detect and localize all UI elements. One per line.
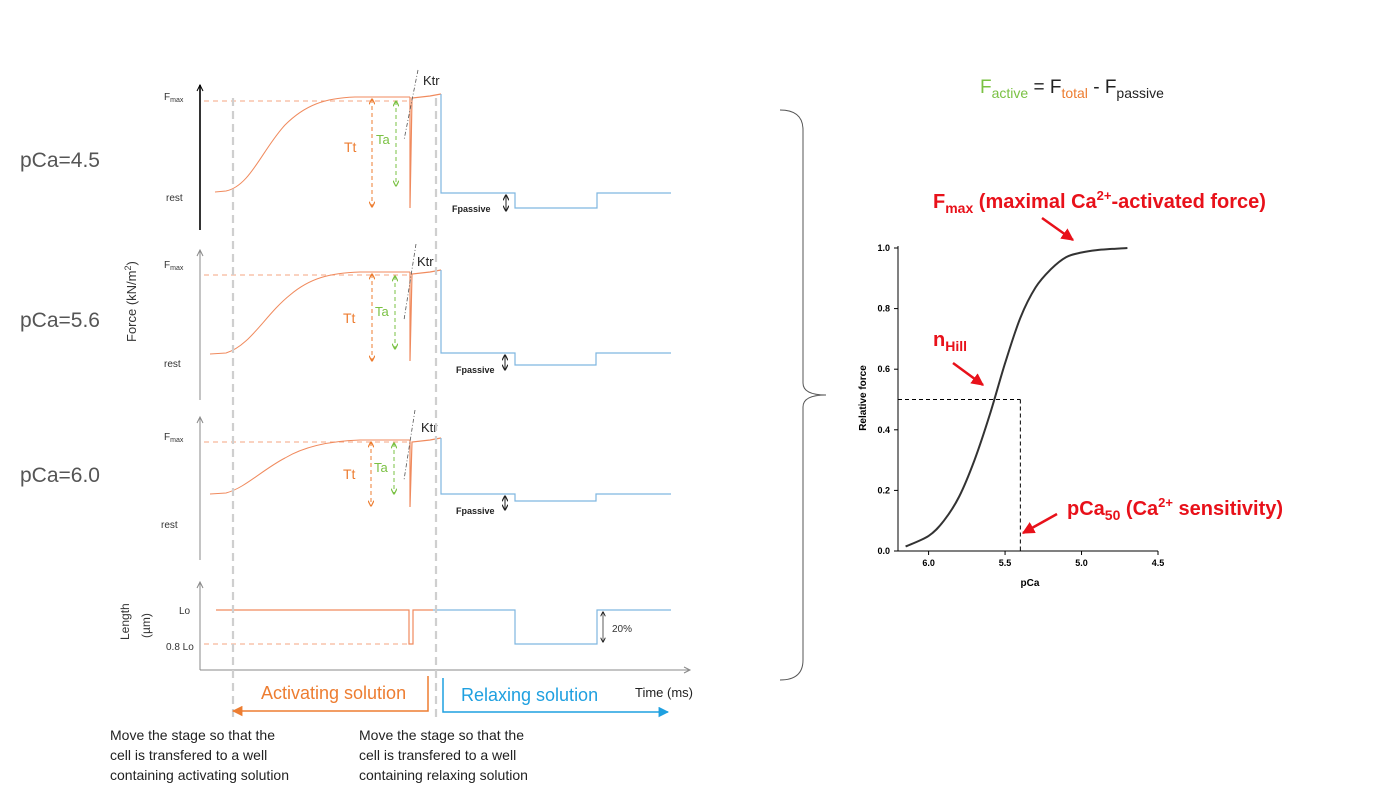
note-relaxing-line: containing relaxing solution (359, 767, 528, 783)
x-tick-label: 5.5 (999, 558, 1012, 568)
panel3-ktr-label: Ktr (421, 420, 438, 435)
panel2-ktr-line (403, 243, 417, 321)
panel2-relax-trace (440, 270, 671, 366)
panel2-force-rise (209, 271, 410, 355)
length-08lo-label: 0.8 Lo (166, 642, 194, 653)
note-activating-line: containing activating solution (110, 767, 290, 783)
y-tick-label: 0.2 (877, 485, 890, 495)
x-tick-label: 6.0 (922, 558, 935, 568)
panel1-ta-label: Ta (376, 132, 391, 147)
y-tick-label: 0.8 (877, 304, 890, 314)
pca-label-1: pCa=4.5 (20, 149, 100, 172)
panel3-ktr-line (403, 409, 416, 481)
force-axis-label: Force (kN/m2) (123, 261, 139, 342)
panel2-ktr-dip (409, 269, 442, 362)
fmax-annotation: Fmax (maximal Ca2+-activated force) (933, 188, 1266, 216)
relaxing-label: Relaxing solution (461, 685, 598, 705)
panel1-force-rise (214, 96, 410, 193)
pca-force-chart: 0.0 0.2 0.4 0.6 0.8 1.0 6.0 5.5 5.0 4.5 pCa Rela… (858, 243, 1164, 589)
panel3-ktr-dip (409, 437, 442, 508)
y-tick-label: 0.4 (877, 425, 890, 435)
length-axis-label-1: Length (118, 603, 132, 640)
panel1-tt-label: Tt (344, 139, 357, 155)
panel2-ktr-label: Ktr (417, 254, 434, 269)
force-panel-2: Fmax rest Ktr Tt Ta Fpassive (164, 243, 671, 400)
pca-label-2: pCa=5.6 (20, 309, 100, 332)
length-axis-label-2: (µm) (139, 613, 153, 638)
y-tick-label: 0.6 (877, 364, 890, 374)
note-activating: Move the stage so that the cell is trans… (110, 725, 322, 785)
panel1-fmax-label: Fmax (164, 92, 184, 104)
panel2-rest-label: rest (164, 359, 181, 370)
relaxing-arrow (442, 678, 670, 718)
note-relaxing-line: cell is transfered to a well (359, 747, 517, 763)
panel2-fpassive-label: Fpassive (456, 365, 495, 375)
length-panel: Length (µm) Lo 0.8 Lo 20% Time (ms) (118, 580, 693, 700)
panel2-ta-label: Ta (375, 304, 390, 319)
panel3-fmax-label: Fmax (164, 432, 184, 444)
panel1-fpassive-label: Fpassive (452, 204, 491, 214)
fmax-annotation-arrow (1041, 216, 1075, 242)
nhill-annotation-arrow (952, 361, 985, 387)
pca-label-3: pCa=6.0 (20, 464, 100, 487)
panel3-relax-trace (440, 438, 671, 502)
panel3-tt-label: Tt (343, 466, 356, 482)
activating-label: Activating solution (261, 683, 406, 703)
note-relaxing: Move the stage so that the cell is trans… (359, 725, 555, 785)
panel1-ktr-label: Ktr (423, 73, 440, 88)
y-tick-label: 1.0 (877, 243, 890, 253)
length-lo-label: Lo (179, 606, 191, 617)
panel3-ta-label: Ta (374, 460, 389, 475)
curly-brace (779, 109, 827, 681)
nhill-annotation: nHill (933, 329, 967, 354)
pca50-annotation: pCa50 (Ca2+ sensitivity) (1067, 495, 1283, 523)
panel3-force-rise (209, 439, 410, 495)
panel3-rest-label: rest (161, 520, 178, 531)
note-activating-line: Move the stage so that the (110, 727, 275, 743)
chart-xlabel: pCa (1021, 578, 1040, 589)
dose-response-curve (905, 247, 1128, 548)
x-tick-label: 5.0 (1075, 558, 1088, 568)
y-tick-label: 0.0 (877, 546, 890, 556)
force-panel-3: Fmax rest Ktr Tt Ta Fpassive (161, 409, 671, 560)
note-relaxing-line: Move the stage so that the (359, 727, 524, 743)
length-pct-label: 20% (612, 624, 632, 635)
panel1-ktr-line (403, 69, 419, 141)
equation: Factive = Ftotal - Fpassive (980, 77, 1164, 101)
panel2-tt-label: Tt (343, 310, 356, 326)
chart-ylabel: Relative force (858, 365, 869, 431)
time-axis-label: Time (ms) (635, 685, 693, 700)
length-orange-trace (216, 609, 433, 645)
pca50-annotation-arrow (1021, 512, 1058, 535)
panel1-relax-trace (440, 94, 671, 209)
activating-arrow (231, 676, 429, 717)
panel2-fmax-label: Fmax (164, 260, 184, 272)
panel3-fpassive-label: Fpassive (456, 506, 495, 516)
note-activating-line: cell is transfered to a well (110, 747, 268, 763)
force-panel-1: Fmax rest Ktr Tt Ta Fpassive (164, 69, 671, 230)
length-blue-trace (433, 609, 671, 645)
panel1-rest-label: rest (166, 193, 183, 204)
x-tick-label: 4.5 (1152, 558, 1165, 568)
